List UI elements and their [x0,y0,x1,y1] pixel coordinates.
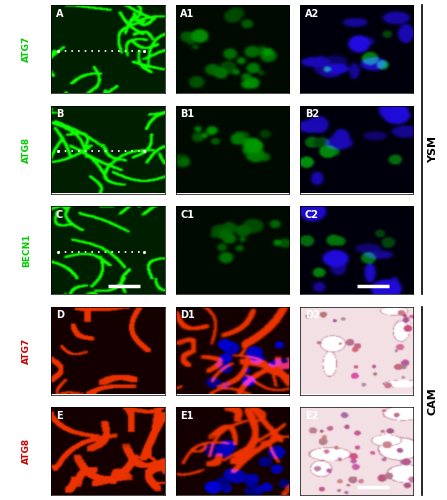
Text: E2: E2 [305,410,318,420]
Text: ATG8: ATG8 [22,136,31,162]
Text: ATG7: ATG7 [22,338,31,363]
Text: BECN1: BECN1 [22,233,31,267]
Text: D: D [56,310,64,320]
Text: C1: C1 [180,210,194,220]
Text: B: B [56,109,63,119]
Text: E1: E1 [180,410,194,420]
Text: B2: B2 [305,109,319,119]
Text: ATG8: ATG8 [22,438,31,464]
Text: C2: C2 [305,210,319,220]
Text: D1: D1 [180,310,195,320]
Text: YSM: YSM [428,136,438,163]
Text: D2: D2 [305,310,320,320]
Text: A1: A1 [180,8,194,18]
Text: A: A [56,8,63,18]
Text: B1: B1 [180,109,194,119]
Text: A2: A2 [305,8,319,18]
Text: E: E [56,410,63,420]
Text: ATG7: ATG7 [22,36,31,62]
Text: C: C [56,210,63,220]
Text: CAM: CAM [428,387,438,414]
